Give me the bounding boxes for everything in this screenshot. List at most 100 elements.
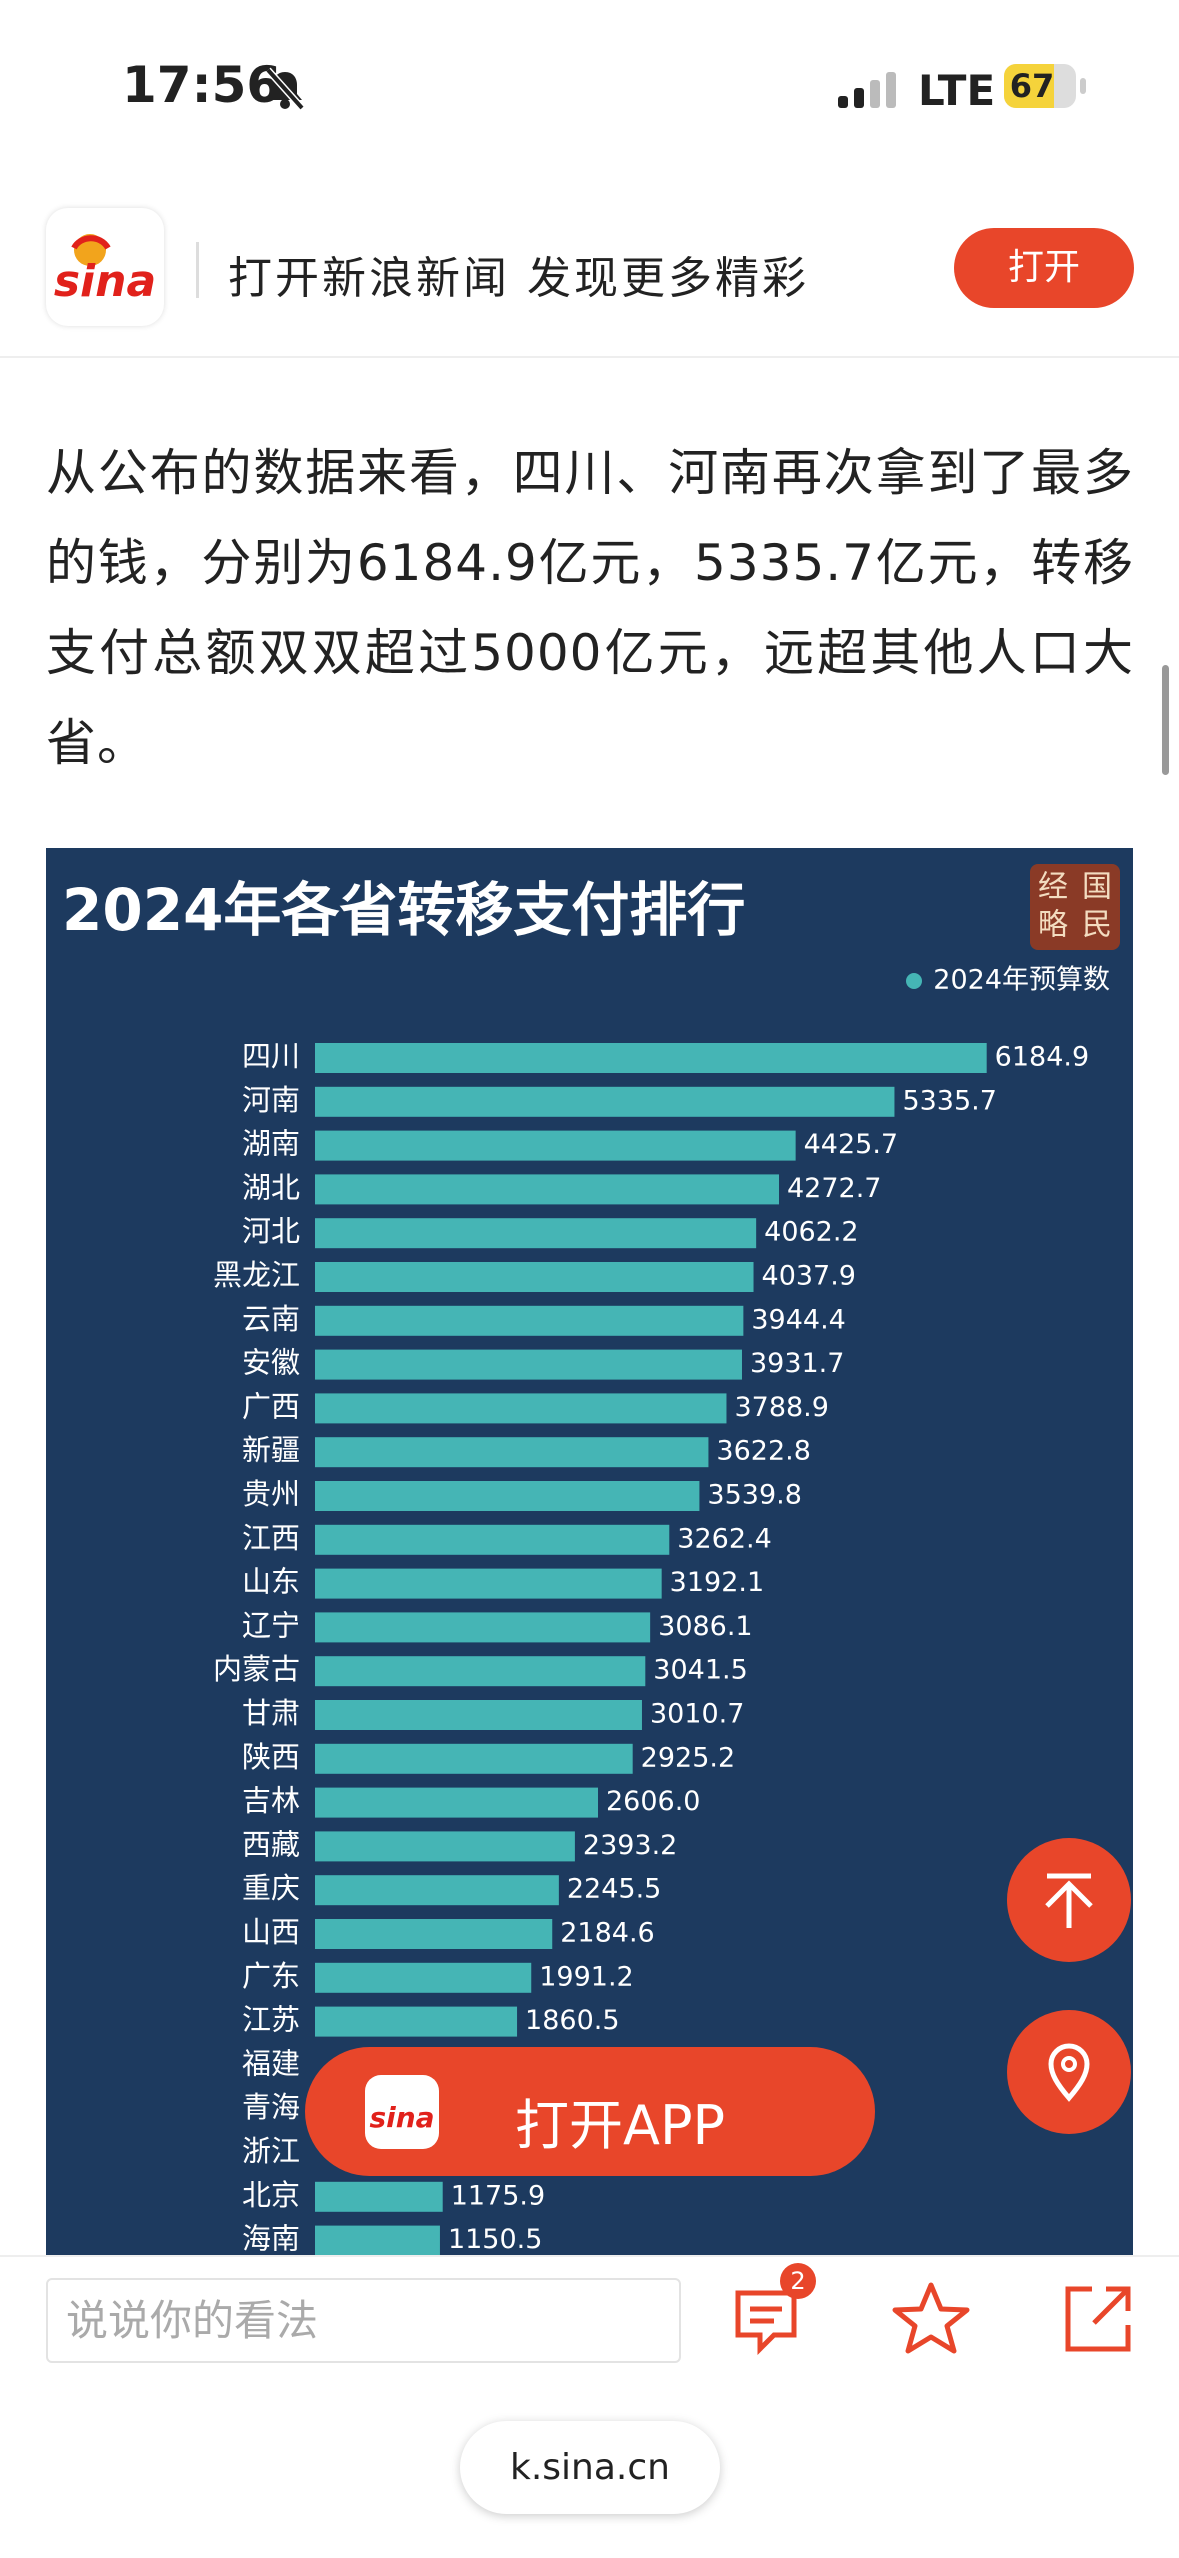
app-banner: sina 打开新浪新闻 发现更多精彩 打开 — [0, 170, 1179, 358]
category-label: 四川 — [242, 1039, 300, 1073]
category-label: 广东 — [242, 1959, 300, 1993]
category-label: 西藏 — [242, 1827, 300, 1861]
value-label: 1175.9 — [451, 2180, 545, 2211]
bar — [315, 1919, 553, 1949]
chart-image: 2024年各省转移支付排行 经 国 略 民 2024年预算数 四川 6184.9 河… — [46, 848, 1133, 2255]
value-label: 3788.9 — [734, 1392, 828, 1423]
value-label: 3622.8 — [716, 1436, 810, 1467]
category-label: 湖北 — [242, 1170, 300, 1204]
category-label: 辽宁 — [242, 1608, 300, 1642]
bar — [315, 1656, 646, 1687]
category-label: 浙江 — [242, 2134, 300, 2168]
value-label: 3086.1 — [658, 1611, 752, 1642]
value-label: 3944.4 — [751, 1304, 845, 1335]
bar — [315, 1787, 599, 1818]
chart-title: 2024年各省转移支付排行 — [62, 876, 745, 944]
favorite-icon[interactable] — [891, 2279, 971, 2359]
comment-input[interactable]: 说说你的看法 — [46, 2278, 681, 2363]
network: LTE — [918, 66, 996, 115]
bar — [315, 1043, 987, 1073]
category-label: 吉林 — [242, 1784, 300, 1818]
category-label: 青海 — [242, 2090, 300, 2124]
value-label: 3931.7 — [750, 1348, 844, 1379]
legend-swatch — [906, 973, 922, 989]
value-label: 1991.2 — [539, 1961, 633, 1992]
legend-label: 2024年预算数 — [933, 965, 1110, 996]
value-label: 1860.5 — [525, 2005, 619, 2036]
value-label: 4425.7 — [804, 1129, 898, 1160]
value-label: 1150.5 — [448, 2224, 542, 2255]
sina-logo[interactable]: sina — [46, 208, 164, 326]
value-label: 2245.5 — [567, 1874, 661, 1905]
mute-icon — [265, 67, 305, 111]
logo-text: sina — [369, 2101, 434, 2134]
comment-icon[interactable] — [730, 2281, 810, 2361]
bar — [315, 2225, 440, 2255]
category-label: 江苏 — [242, 2003, 300, 2037]
open-app-label: 打开APP — [515, 2094, 726, 2157]
seal-char: 民 — [1082, 908, 1112, 943]
bar — [315, 1086, 895, 1117]
bar — [315, 2006, 518, 2037]
logo-text: sina — [54, 256, 156, 307]
seal-char: 经 — [1038, 870, 1068, 905]
bar — [315, 1962, 532, 1993]
article-text: 从公布的数据来看，四川、河南再次拿到了最多的钱，分别为6184.9亿元，5335… — [46, 444, 1134, 772]
bar — [315, 1612, 651, 1643]
bar — [315, 2181, 443, 2212]
category-label: 海南 — [242, 2222, 300, 2255]
category-label: 北京 — [242, 2178, 300, 2212]
value-label: 4062.2 — [764, 1217, 858, 1248]
share-icon[interactable] — [1058, 2279, 1138, 2359]
open-button[interactable]: 打开 — [954, 228, 1134, 308]
category-label: 云南 — [242, 1302, 300, 1336]
slogan: 打开新浪新闻 发现更多精彩 — [228, 253, 809, 304]
bar — [315, 1524, 670, 1555]
status-bar: 17:56 LTE 67 — [0, 0, 1179, 170]
value-label: 2184.6 — [560, 1918, 654, 1949]
value-label: 4272.7 — [787, 1173, 881, 1204]
bottom-bar: 说说你的看法 2 k.sina.cn — [0, 2255, 1179, 2558]
bar — [315, 1437, 709, 1468]
category-label: 重庆 — [242, 1871, 300, 1905]
bar — [315, 1831, 575, 1862]
seal-char: 国 — [1082, 870, 1112, 905]
category-label: 甘肃 — [242, 1696, 300, 1730]
battery: 67 — [1004, 64, 1076, 108]
comment-badge: 2 — [780, 2263, 816, 2299]
url-pill[interactable]: k.sina.cn — [460, 2421, 720, 2514]
back-to-top[interactable] — [1007, 1838, 1131, 1962]
value-label: 3041.5 — [653, 1655, 747, 1686]
bar — [315, 1743, 633, 1774]
category-label: 福建 — [242, 2046, 300, 2080]
battery-level: 67 — [1009, 67, 1055, 105]
value-label: 3262.4 — [677, 1523, 771, 1554]
location-button[interactable] — [1007, 2010, 1131, 2134]
category-label: 湖南 — [242, 1127, 300, 1161]
bar — [315, 1218, 757, 1249]
bar — [315, 1481, 700, 1511]
clock: 17:56 — [122, 56, 282, 114]
bar — [315, 1349, 742, 1380]
signal-icon — [838, 72, 896, 108]
bar — [315, 1305, 744, 1336]
value-label: 3539.8 — [707, 1480, 801, 1511]
bar — [315, 1700, 642, 1730]
bar — [315, 1262, 754, 1292]
open-app-pill[interactable]: sina 打开APP — [305, 2047, 875, 2176]
bar — [315, 1130, 796, 1161]
category-label: 山东 — [242, 1565, 300, 1599]
value-label: 3192.1 — [670, 1567, 764, 1598]
category-label: 安徽 — [242, 1346, 300, 1380]
category-label: 内蒙古 — [213, 1652, 300, 1686]
value-label: 2393.2 — [583, 1830, 677, 1861]
scrollbar — [1162, 665, 1169, 775]
bar — [315, 1393, 727, 1424]
category-label: 贵州 — [242, 1477, 300, 1511]
value-label: 4037.9 — [762, 1261, 856, 1292]
category-label: 广西 — [242, 1389, 300, 1423]
value-label: 2925.2 — [641, 1742, 735, 1773]
category-label: 河北 — [242, 1214, 300, 1248]
bar — [315, 1174, 780, 1205]
